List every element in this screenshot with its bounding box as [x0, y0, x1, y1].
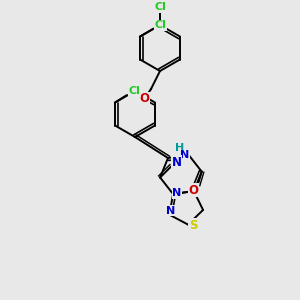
- Text: H: H: [176, 143, 184, 153]
- Text: Cl: Cl: [154, 20, 166, 31]
- Text: N: N: [171, 156, 182, 169]
- Text: N: N: [166, 206, 175, 216]
- Text: S: S: [189, 219, 197, 232]
- Text: Cl: Cl: [128, 86, 140, 97]
- Text: O: O: [189, 184, 199, 196]
- Text: O: O: [139, 92, 149, 106]
- Text: N: N: [180, 150, 189, 160]
- Text: N: N: [172, 188, 182, 198]
- Text: Cl: Cl: [154, 2, 166, 12]
